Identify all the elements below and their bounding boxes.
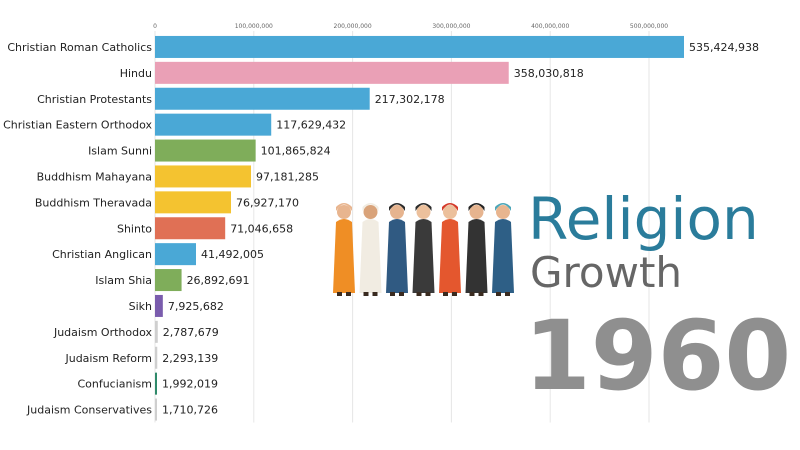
- x-tick-label: 400,000,000: [531, 23, 569, 30]
- category-label: Christian Roman Catholics: [7, 41, 152, 54]
- value-label: 26,892,691: [187, 274, 250, 287]
- value-label: 2,293,139: [162, 352, 218, 365]
- bar: [155, 61, 509, 84]
- bar: [155, 217, 226, 240]
- category-label: Christian Anglican: [52, 248, 152, 261]
- value-label: 1,992,019: [162, 378, 218, 391]
- value-label: 101,865,824: [261, 145, 331, 158]
- person-figure: [386, 203, 408, 296]
- person-figure: [359, 203, 382, 296]
- x-tick-label: 300,000,000: [432, 23, 470, 30]
- x-axis-ticks: 0 100,000,000 200,000,000 300,000,000 400,00…: [153, 23, 668, 30]
- category-label: Buddhism Theravada: [35, 196, 152, 209]
- people-of-different-religions-illustration: [333, 203, 514, 296]
- category-label: Christian Protestants: [37, 93, 152, 106]
- value-label: 71,046,658: [230, 222, 293, 235]
- bar: [155, 35, 684, 58]
- bar: [155, 165, 252, 188]
- x-tick-label: 100,000,000: [235, 23, 273, 30]
- bar: [155, 113, 272, 136]
- value-label: 535,424,938: [689, 41, 759, 54]
- person-figure: [492, 203, 514, 296]
- title-growth: Growth: [530, 248, 683, 297]
- bar: [155, 139, 256, 162]
- x-tick-label: 500,000,000: [630, 23, 668, 30]
- person-figure: [439, 203, 461, 296]
- x-tick-label: 0: [153, 23, 157, 30]
- category-label: Judaism Conservatives: [26, 404, 152, 417]
- bar: [155, 372, 157, 395]
- category-label: Sikh: [129, 300, 152, 313]
- category-label: Judaism Reform: [64, 352, 152, 365]
- bar: [155, 398, 157, 421]
- title-religion: Religion: [528, 185, 759, 253]
- person-figure: [412, 203, 435, 296]
- category-label: Judaism Orthodox: [53, 326, 153, 339]
- year-label: 1960: [524, 300, 792, 412]
- bar: [155, 320, 158, 343]
- value-label: 117,629,432: [276, 119, 346, 132]
- value-label: 7,925,682: [168, 300, 224, 313]
- category-label: Islam Sunni: [88, 145, 152, 158]
- category-label: Christian Eastern Orthodox: [3, 119, 152, 132]
- bar: [155, 346, 158, 369]
- value-label: 358,030,818: [514, 67, 584, 80]
- bar: [155, 294, 163, 317]
- value-label: 217,302,178: [375, 93, 445, 106]
- person-figure: [465, 203, 488, 296]
- bar: [155, 191, 232, 214]
- category-label: Buddhism Mahayana: [37, 170, 152, 183]
- bar: [155, 269, 182, 292]
- value-label: 97,181,285: [256, 170, 319, 183]
- value-label: 41,492,005: [201, 248, 264, 261]
- bar: [155, 243, 196, 266]
- value-label: 76,927,170: [236, 196, 299, 209]
- bar: [155, 87, 370, 110]
- x-tick-label: 200,000,000: [334, 23, 372, 30]
- value-label: 1,710,726: [162, 404, 218, 417]
- category-label: Confucianism: [77, 378, 152, 391]
- category-label: Shinto: [117, 222, 152, 235]
- category-label: Hindu: [120, 67, 152, 80]
- value-label: 2,787,679: [163, 326, 219, 339]
- person-figure: [333, 203, 355, 296]
- category-label: Islam Shia: [95, 274, 152, 287]
- bars: Christian Roman Catholics 535,424,938 Hind…: [3, 35, 759, 421]
